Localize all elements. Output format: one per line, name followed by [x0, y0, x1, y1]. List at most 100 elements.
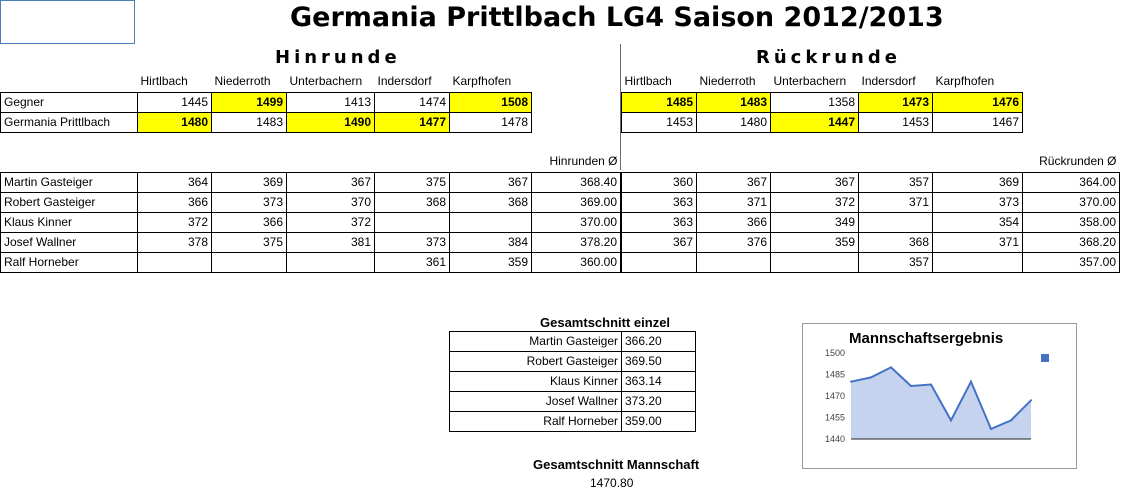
player-avg[interactable]: 378.20: [531, 231, 621, 253]
player-avg[interactable]: 358.00: [1022, 211, 1120, 233]
player-score[interactable]: 372: [286, 211, 375, 233]
empty-cell: [287, 132, 375, 152]
player-score[interactable]: 368: [374, 191, 450, 213]
gegner-score[interactable]: 1483: [696, 91, 771, 113]
player-score[interactable]: 373: [932, 191, 1023, 213]
gesamtschnitt-player-value[interactable]: 369.50: [621, 351, 696, 372]
gesamtschnitt-mannschaft-value: 1470.80: [590, 476, 634, 490]
germania-score[interactable]: 1453: [858, 111, 933, 133]
player-score[interactable]: [449, 211, 532, 233]
player-score[interactable]: 366: [137, 191, 212, 213]
player-score[interactable]: 372: [137, 211, 212, 233]
player-name: Josef Wallner: [0, 231, 138, 253]
player-score[interactable]: 371: [932, 231, 1023, 253]
gegner-score[interactable]: 1445: [137, 91, 212, 113]
gesamtschnitt-row: Robert Gasteiger 369.50: [449, 351, 696, 372]
player-score[interactable]: 357: [858, 251, 933, 273]
germania-score[interactable]: 1447: [770, 111, 859, 133]
germania-score[interactable]: 1477: [374, 111, 450, 133]
mannschaftsergebnis-chart[interactable]: 1500 1485 1470 1455 1440 Mannschaftsergebnis: [802, 323, 1077, 469]
player-score[interactable]: [621, 251, 697, 273]
player-score[interactable]: 371: [696, 191, 771, 213]
player-score[interactable]: 369: [211, 171, 287, 193]
data-point: [1030, 399, 1032, 402]
player-score[interactable]: 354: [932, 211, 1023, 233]
player-score[interactable]: 359: [770, 231, 859, 253]
player-score[interactable]: 367: [696, 171, 771, 193]
player-score[interactable]: 376: [696, 231, 771, 253]
y-tick-label: 1485: [825, 370, 845, 380]
player-avg[interactable]: 368.20: [1022, 231, 1120, 253]
player-score[interactable]: 378: [137, 231, 212, 253]
player-score[interactable]: [858, 211, 933, 233]
player-score[interactable]: [137, 251, 212, 273]
player-score[interactable]: 367: [770, 171, 859, 193]
germania-score[interactable]: 1483: [211, 111, 287, 133]
player-score[interactable]: 366: [696, 211, 771, 233]
player-score[interactable]: 367: [449, 171, 532, 193]
player-score[interactable]: 368: [449, 191, 532, 213]
name-box[interactable]: [0, 0, 135, 44]
player-score[interactable]: 368: [858, 231, 933, 253]
player-score[interactable]: 366: [211, 211, 287, 233]
player-avg[interactable]: 364.00: [1022, 171, 1120, 193]
gegner-score[interactable]: 1413: [286, 91, 375, 113]
player-score[interactable]: 370: [286, 191, 375, 213]
player-score[interactable]: 367: [621, 231, 697, 253]
data-point: [970, 380, 972, 383]
player-score[interactable]: 384: [449, 231, 532, 253]
gesamtschnitt-player-value[interactable]: 373.20: [621, 391, 696, 412]
player-score[interactable]: 375: [211, 231, 287, 253]
player-score[interactable]: 369: [932, 171, 1023, 193]
gegner-score[interactable]: 1473: [858, 91, 933, 113]
player-score[interactable]: [211, 251, 287, 273]
player-avg[interactable]: 370.00: [1022, 191, 1120, 213]
player-score[interactable]: 373: [374, 231, 450, 253]
germania-score[interactable]: 1453: [621, 111, 697, 133]
hinrunde-title: Hinrunde: [275, 47, 401, 68]
rueckrunde-header-row: Hirtlbach Niederroth Unterbachern Indersdor…: [622, 72, 1120, 92]
germania-score[interactable]: 1480: [137, 111, 212, 133]
player-score[interactable]: [932, 251, 1023, 273]
gesamtschnitt-player-value[interactable]: 366.20: [621, 331, 696, 352]
gegner-score[interactable]: 1474: [374, 91, 450, 113]
germania-score[interactable]: 1490: [286, 111, 375, 133]
player-avg[interactable]: 368.40: [531, 171, 621, 193]
player-score[interactable]: 367: [286, 171, 375, 193]
gegner-score[interactable]: 1358: [770, 91, 859, 113]
gegner-score[interactable]: 1476: [932, 91, 1023, 113]
player-score[interactable]: 381: [286, 231, 375, 253]
player-score[interactable]: [374, 211, 450, 233]
player-score[interactable]: 373: [211, 191, 287, 213]
germania-score[interactable]: 1467: [932, 111, 1023, 133]
player-score[interactable]: 361: [374, 251, 450, 273]
opponent-header: Niederroth: [699, 74, 756, 89]
player-avg[interactable]: 357.00: [1022, 251, 1120, 273]
player-score[interactable]: 349: [770, 211, 859, 233]
player-score[interactable]: 375: [374, 171, 450, 193]
germania-score[interactable]: 1480: [696, 111, 771, 133]
gegner-score[interactable]: 1485: [621, 91, 697, 113]
player-avg[interactable]: 370.00: [531, 211, 621, 233]
player-score[interactable]: [770, 251, 859, 273]
data-point: [1010, 419, 1012, 422]
player-row: 363 366 349 354 358.00: [621, 211, 1120, 233]
gesamtschnitt-player-value[interactable]: 359.00: [621, 411, 696, 432]
empty-cell: [375, 152, 450, 172]
player-score[interactable]: [286, 251, 375, 273]
germania-score[interactable]: 1478: [449, 111, 532, 133]
gesamtschnitt-player-value[interactable]: 363.14: [621, 371, 696, 392]
player-score[interactable]: 371: [858, 191, 933, 213]
player-avg[interactable]: 360.00: [531, 251, 621, 273]
player-score[interactable]: 360: [621, 171, 697, 193]
gegner-score[interactable]: 1499: [211, 91, 287, 113]
player-score[interactable]: 372: [770, 191, 859, 213]
player-score[interactable]: 363: [621, 211, 697, 233]
player-avg[interactable]: 369.00: [531, 191, 621, 213]
player-score[interactable]: 363: [621, 191, 697, 213]
gegner-score[interactable]: 1508: [449, 91, 532, 113]
player-score[interactable]: 359: [449, 251, 532, 273]
player-score[interactable]: [696, 251, 771, 273]
player-score[interactable]: 364: [137, 171, 212, 193]
player-score[interactable]: 357: [858, 171, 933, 193]
